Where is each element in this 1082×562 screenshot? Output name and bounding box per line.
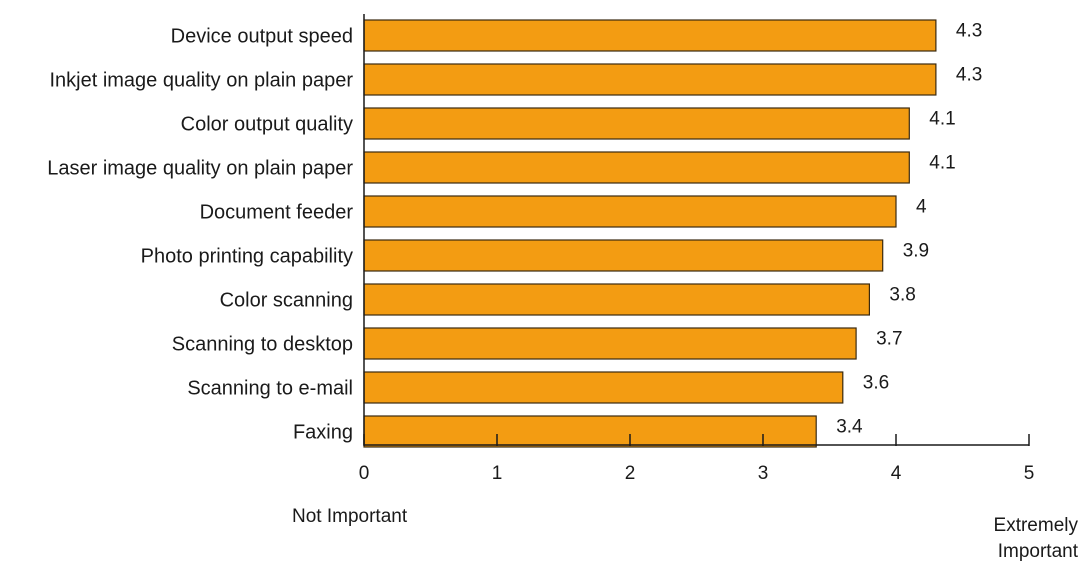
category-label-4: Document feeder (200, 202, 354, 224)
x-tick-label-2: 2 (625, 463, 636, 484)
category-label-3: Laser image quality on plain paper (47, 158, 353, 180)
bar-0 (363, 19, 937, 52)
bar-2 (363, 107, 910, 140)
bar-9 (363, 415, 817, 448)
bar-8 (363, 371, 844, 404)
bar-7 (363, 327, 857, 360)
category-label-6: Color scanning (220, 290, 353, 312)
x-tick-label-1: 1 (492, 463, 503, 484)
bar-4 (363, 195, 897, 228)
category-labels: Device output speed Inkjet image quality … (47, 26, 353, 444)
x-tick-label-0: 0 (359, 463, 370, 484)
category-label-8: Scanning to e-mail (187, 378, 353, 400)
value-label-0: 4.3 (956, 21, 982, 42)
value-label-6: 3.8 (889, 285, 915, 306)
category-label-9: Faxing (293, 422, 353, 444)
value-label-9: 3.4 (836, 417, 863, 438)
category-label-0: Device output speed (171, 26, 353, 48)
x-axis-ticks: 0 1 2 3 4 5 (359, 434, 1035, 484)
bars-layer (363, 19, 937, 448)
category-label-1: Inkjet image quality on plain paper (49, 70, 353, 92)
category-label-2: Color output quality (181, 114, 353, 136)
x-tick-label-5: 5 (1024, 463, 1035, 484)
value-label-4: 4 (916, 197, 927, 218)
value-label-8: 3.6 (863, 373, 889, 394)
x-tick-label-4: 4 (891, 463, 902, 484)
scale-high-label-line2: Important (998, 541, 1079, 562)
bar-1 (363, 63, 937, 96)
scale-high-label-line1: Extremely (994, 515, 1079, 536)
value-labels: 4.3 4.3 4.1 4.1 4 3.9 3.8 3.7 3.6 3.4 (836, 21, 982, 438)
x-tick-label-3: 3 (758, 463, 769, 484)
bar-6 (363, 283, 870, 316)
bar-3 (363, 151, 910, 184)
scale-low-label: Not Important (292, 506, 408, 527)
value-label-3: 4.1 (929, 153, 955, 174)
category-label-7: Scanning to desktop (172, 334, 353, 356)
value-label-5: 3.9 (903, 241, 929, 262)
value-label-2: 4.1 (929, 109, 955, 130)
category-label-5: Photo printing capability (141, 246, 353, 268)
axes (363, 14, 1029, 446)
bar-5 (363, 239, 884, 272)
value-label-1: 4.3 (956, 65, 982, 86)
value-label-7: 3.7 (876, 329, 902, 350)
